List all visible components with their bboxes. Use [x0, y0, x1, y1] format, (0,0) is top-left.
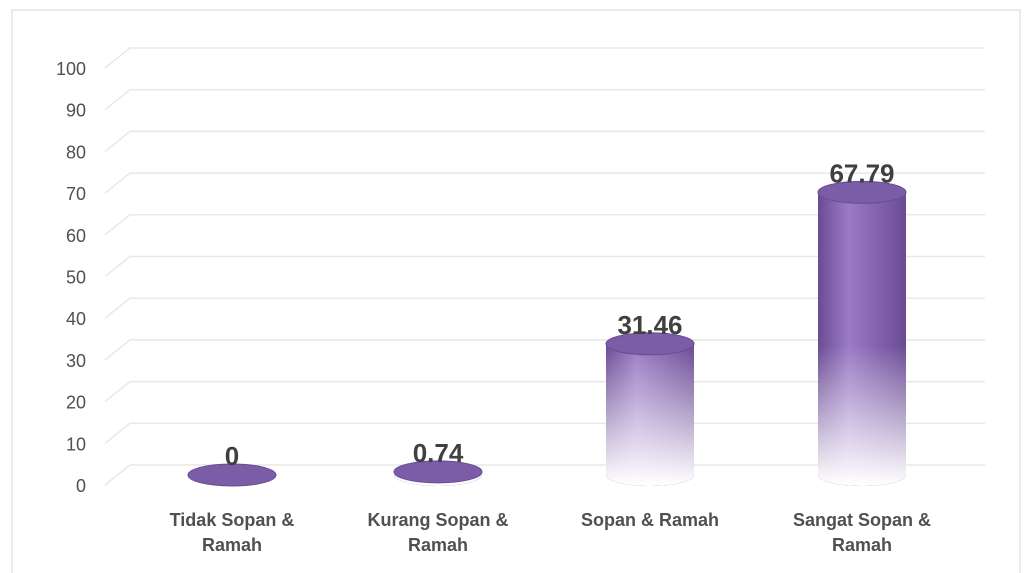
x-tick-label: Sopan & Ramah: [580, 510, 720, 530]
bar-top: [187, 463, 277, 487]
y-tick-label: 80: [66, 142, 86, 162]
grid-line: [104, 172, 985, 194]
bar-top: [393, 460, 483, 484]
grid-line: [104, 214, 985, 236]
y-tick-label: 30: [66, 351, 86, 371]
y-tick-label: 50: [66, 268, 86, 288]
bar: [605, 332, 695, 486]
data-label: 0: [225, 441, 239, 471]
chart-frame: [11, 9, 1021, 573]
bar-top: [817, 180, 907, 204]
bar-top: [605, 332, 695, 356]
y-tick-label: 20: [66, 393, 86, 413]
grid-line: [104, 47, 985, 69]
y-tick-label: 0: [76, 476, 86, 496]
data-label: 31.46: [617, 310, 682, 340]
bar-fade: [818, 192, 906, 486]
grid-line: [104, 88, 985, 111]
y-tick-label: 40: [66, 309, 86, 329]
grid-line: [104, 380, 985, 403]
y-tick-label: 10: [66, 434, 86, 454]
data-label: 0.74: [413, 438, 464, 468]
y-tick-label: 60: [66, 226, 86, 246]
grid-line: [104, 130, 985, 152]
x-tick-label: Sangat Sopan & Ramah: [792, 510, 931, 555]
bar: [187, 463, 277, 487]
grid-line: [104, 339, 985, 361]
y-tick-label: 100: [56, 59, 86, 79]
bar: [393, 460, 483, 486]
x-tick-label: Kurang Sopan & Ramah: [367, 510, 509, 555]
x-tick-label: Tidak Sopan & Ramah: [169, 510, 295, 555]
grid-line: [104, 297, 985, 319]
y-tick-label: 90: [66, 101, 86, 121]
grid-line: [104, 422, 985, 444]
y-tick-label: 70: [66, 184, 86, 204]
bar: [817, 180, 907, 486]
bar-fade: [606, 343, 694, 486]
data-label: 67.79: [829, 158, 894, 188]
grid-line: [104, 464, 985, 486]
grid-line: [104, 255, 985, 278]
